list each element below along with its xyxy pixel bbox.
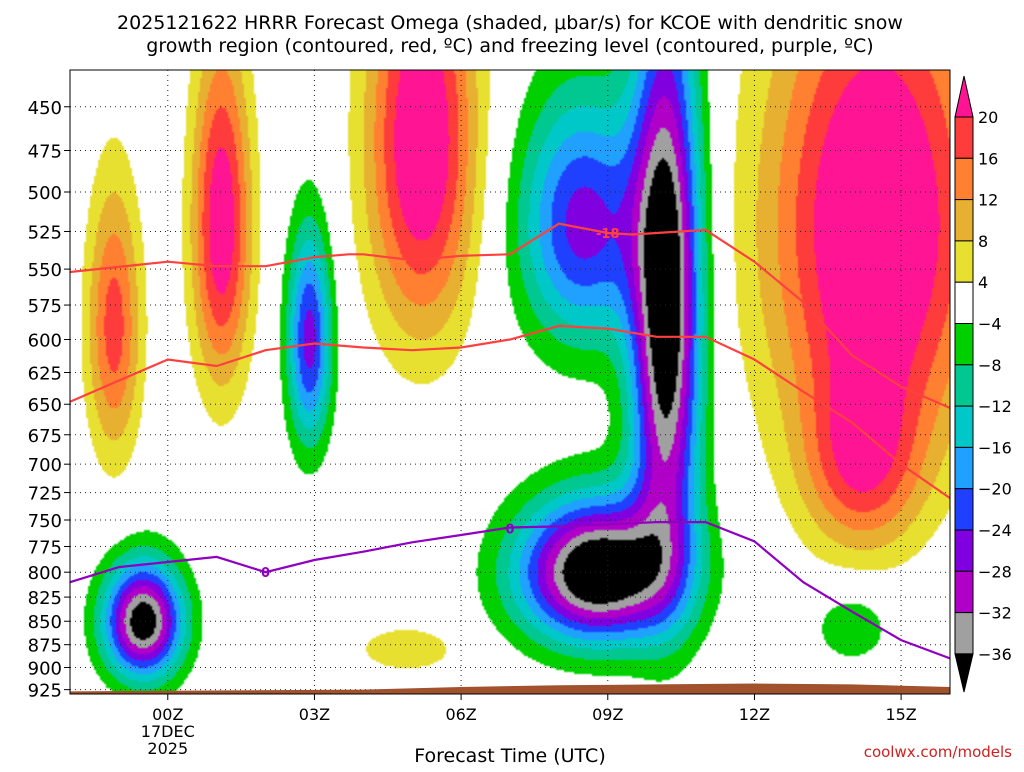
colorbar-bin — [954, 116, 974, 159]
colorbar-bin — [954, 281, 974, 325]
colorbar-bin — [954, 323, 974, 366]
terrain — [70, 683, 950, 694]
y-tick-label: 625 — [28, 364, 62, 385]
contour-lines: -18 0 0 — [69, 222, 951, 660]
x-tick-label: 03Z — [299, 705, 330, 724]
y-tick-label: 550 — [28, 260, 62, 281]
y-tick-label: 800 — [28, 563, 62, 584]
colorbar-bin — [954, 488, 974, 531]
colorbar-bin — [954, 612, 974, 655]
colorbar-label: −4 — [978, 315, 1002, 334]
colorbar-bin — [954, 570, 974, 614]
x-tick-date: 17DEC — [141, 722, 195, 741]
x-tick-label: 00Z — [152, 705, 183, 724]
contour-label: 0 — [261, 566, 270, 581]
y-tick-label: 450 — [28, 98, 62, 119]
x-tick-label: 15Z — [885, 705, 916, 724]
chart-title-line-2: growth region (contoured, red, ºC) and f… — [146, 35, 873, 57]
colorbar-label: −16 — [978, 438, 1012, 457]
colorbar-bin — [954, 157, 974, 201]
x-tick-label: 09Z — [592, 705, 623, 724]
colorbar-label: −28 — [978, 562, 1012, 581]
colorbar-label: −24 — [978, 521, 1012, 540]
y-tick-label: 850 — [28, 612, 62, 633]
x-tick-label: 06Z — [445, 705, 476, 724]
colorbar-bin — [954, 240, 974, 283]
y-tick-label: 750 — [28, 511, 62, 532]
colorbar-bin — [954, 364, 974, 407]
y-tick-label: 525 — [28, 222, 62, 243]
colorbar-label: 16 — [978, 149, 998, 168]
colorbar-label: −12 — [978, 397, 1012, 416]
chart-title-line-1: 2025121622 HRRR Forecast Omega (shaded, … — [117, 12, 903, 34]
plot-frame — [69, 69, 951, 695]
colorbar-bin — [954, 405, 974, 448]
y-tick-label: 500 — [28, 183, 62, 204]
colorbar-label: 8 — [978, 232, 988, 251]
y-tick-label: 675 — [28, 426, 62, 447]
y-tick-label: 700 — [28, 455, 62, 476]
y-axis: 450 475 500 525 550 575 600 625 650 675 700 725 750 7… — [28, 98, 70, 702]
contour-line-1 — [69, 222, 951, 410]
colorbar-bin — [954, 446, 974, 490]
colorbar-label: 4 — [978, 273, 988, 292]
y-tick-label: 825 — [28, 588, 62, 609]
plot-area: -18 0 0 — [69, 69, 951, 695]
colorbar-bin — [954, 199, 974, 242]
contour-label: -18 — [596, 227, 620, 242]
x-axis-label: Forecast Time (UTC) — [414, 745, 605, 767]
y-tick-label: 775 — [28, 538, 62, 559]
colorbar-label: 20 — [978, 108, 998, 127]
y-tick-label: 650 — [28, 395, 62, 416]
y-tick-label: 900 — [28, 658, 62, 679]
watermark: coolwx.com/models — [864, 743, 1012, 761]
colorbar-max-arrow — [954, 75, 974, 118]
y-tick-label: 600 — [28, 330, 62, 351]
y-tick-label: 725 — [28, 484, 62, 505]
y-tick-label: 875 — [28, 636, 62, 657]
omega-shading — [70, 70, 950, 694]
colorbar: 20 16 12 8 4 −4 −8 −12 −16 −20 −24 −28 −32 −36 — [954, 75, 1012, 693]
contour-line-2 — [69, 521, 951, 660]
colorbar-label: −20 — [978, 480, 1012, 499]
colorbar-label: −36 — [978, 645, 1012, 664]
y-tick-label: 575 — [28, 296, 62, 317]
contour-label: 0 — [505, 523, 514, 538]
colorbar-label: −32 — [978, 604, 1012, 623]
terrain-fill — [70, 683, 950, 694]
x-tick-label: 12Z — [739, 705, 770, 724]
colorbar-bin — [954, 529, 974, 572]
y-tick-label: 925 — [28, 681, 62, 702]
y-tick-label: 475 — [28, 142, 62, 163]
x-tick-year: 2025 — [147, 739, 188, 758]
colorbar-label: −8 — [978, 356, 1002, 375]
colorbar-min-arrow — [954, 653, 974, 693]
contour-line-0 — [69, 324, 951, 500]
colorbar-label: 12 — [978, 191, 998, 210]
